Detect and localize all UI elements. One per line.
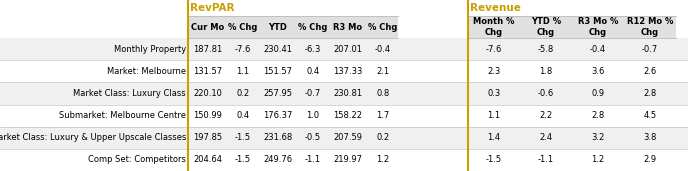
Text: -0.7: -0.7 [642,45,658,54]
Text: 2.8: 2.8 [643,89,656,98]
Text: 1.1: 1.1 [487,111,501,120]
Text: -7.6: -7.6 [486,45,502,54]
Text: -1.1: -1.1 [305,155,321,165]
Text: -7.6: -7.6 [235,45,251,54]
Text: -0.6: -0.6 [538,89,554,98]
Text: -1.5: -1.5 [235,155,251,165]
Text: 207.59: 207.59 [334,133,363,142]
Bar [0,82,688,104]
Text: 257.95: 257.95 [264,89,292,98]
Text: 151.57: 151.57 [264,67,292,76]
Text: 197.85: 197.85 [193,133,222,142]
Text: 2.6: 2.6 [643,67,656,76]
Text: Comp Set: Competitors: Comp Set: Competitors [88,155,186,165]
Text: R3 Mo %
Chg: R3 Mo % Chg [578,17,619,37]
Text: 4.5: 4.5 [643,111,656,120]
Bar [0,149,688,171]
Text: 231.68: 231.68 [264,133,292,142]
Text: 2.4: 2.4 [539,133,552,142]
Text: % Chg: % Chg [299,23,327,31]
Text: 0.9: 0.9 [592,89,605,98]
Text: % Chg: % Chg [368,23,398,31]
Text: Monthly Property: Monthly Property [114,45,186,54]
Text: YTD: YTD [268,23,288,31]
Text: 0.4: 0.4 [306,67,319,76]
Text: 204.64: 204.64 [193,155,222,165]
Text: 187.81: 187.81 [193,45,223,54]
Text: Submarket: Melbourne Centre: Submarket: Melbourne Centre [59,111,186,120]
Text: -6.3: -6.3 [305,45,321,54]
Text: 230.41: 230.41 [264,45,292,54]
Text: 1.1: 1.1 [237,67,250,76]
Bar [0,104,688,127]
Text: 137.33: 137.33 [333,67,363,76]
Text: 0.2: 0.2 [376,133,389,142]
Text: -1.5: -1.5 [486,155,502,165]
Text: 3.6: 3.6 [591,67,605,76]
Text: 158.22: 158.22 [334,111,363,120]
Bar [0,127,688,149]
Text: -0.7: -0.7 [305,89,321,98]
Bar [188,16,398,38]
Text: % Chg: % Chg [228,23,258,31]
Text: Market: Melbourne: Market: Melbourne [107,67,186,76]
Text: 1.0: 1.0 [306,111,319,120]
Text: 1.8: 1.8 [539,67,552,76]
Bar [468,16,676,38]
Text: Submarket Class: Luxury & Upper Upscale Classes: Submarket Class: Luxury & Upper Upscale … [0,133,186,142]
Text: 2.3: 2.3 [487,67,501,76]
Text: 176.37: 176.37 [264,111,292,120]
Text: R12 Mo %
Chg: R12 Mo % Chg [627,17,673,37]
Text: 230.81: 230.81 [334,89,363,98]
Text: 0.4: 0.4 [237,111,250,120]
Text: Market Class: Luxury Class: Market Class: Luxury Class [74,89,186,98]
Text: Revenue: Revenue [470,3,521,13]
Text: Month %
Chg: Month % Chg [473,17,515,37]
Text: -1.1: -1.1 [538,155,554,165]
Text: -0.5: -0.5 [305,133,321,142]
Text: 1.4: 1.4 [487,133,501,142]
Text: 1.2: 1.2 [592,155,605,165]
Text: 2.2: 2.2 [539,111,552,120]
Bar [0,38,688,60]
Text: 2.9: 2.9 [643,155,656,165]
Text: YTD %
Chg: YTD % Chg [531,17,561,37]
Text: 249.76: 249.76 [264,155,292,165]
Bar [0,60,688,82]
Text: 3.2: 3.2 [592,133,605,142]
Text: 0.3: 0.3 [487,89,501,98]
Text: 220.10: 220.10 [193,89,222,98]
Text: 131.57: 131.57 [193,67,222,76]
Text: RevPAR: RevPAR [190,3,235,13]
Text: 219.97: 219.97 [334,155,363,165]
Text: -0.4: -0.4 [375,45,391,54]
Text: 1.7: 1.7 [376,111,389,120]
Text: -5.8: -5.8 [538,45,554,54]
Text: Cur Mo: Cur Mo [191,23,224,31]
Text: 1.2: 1.2 [376,155,389,165]
Text: 2.8: 2.8 [592,111,605,120]
Text: 0.2: 0.2 [237,89,250,98]
Text: 2.1: 2.1 [376,67,389,76]
Text: -1.5: -1.5 [235,133,251,142]
Text: R3 Mo: R3 Mo [334,23,363,31]
Text: 207.01: 207.01 [334,45,363,54]
Text: 0.8: 0.8 [376,89,389,98]
Text: 150.99: 150.99 [193,111,222,120]
Text: -0.4: -0.4 [590,45,606,54]
Text: 3.8: 3.8 [643,133,656,142]
